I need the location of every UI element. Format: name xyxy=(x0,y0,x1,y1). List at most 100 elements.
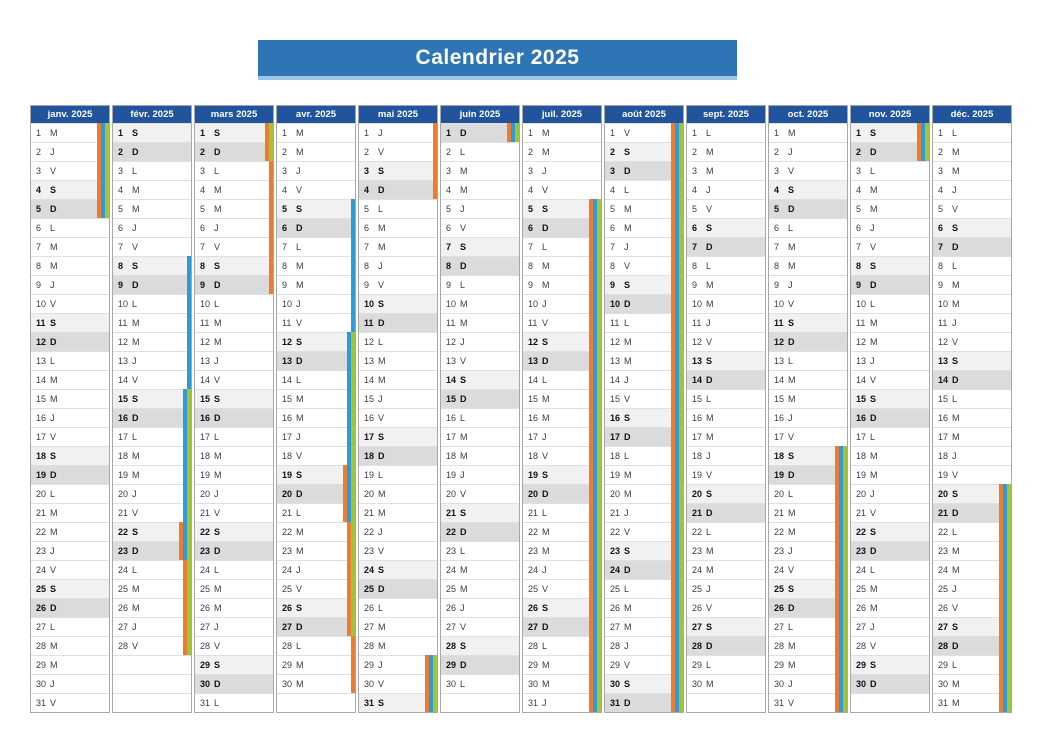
month-header: nov. 2025 xyxy=(851,106,929,123)
day-number: 10 xyxy=(200,299,211,309)
day-cell: 28 M xyxy=(31,636,109,655)
day-letter: S xyxy=(132,128,139,138)
day-number: 25 xyxy=(692,584,703,594)
day-number: 4 xyxy=(446,185,452,195)
vacation-stripes xyxy=(589,199,601,218)
day-number: 17 xyxy=(36,432,47,442)
vacation-stripes xyxy=(671,560,683,579)
day-number: 4 xyxy=(118,185,124,195)
day-letter: V xyxy=(50,299,57,309)
day-letter: S xyxy=(378,698,385,708)
day-letter: D xyxy=(624,698,631,708)
day-number: 12 xyxy=(528,337,539,347)
day-cell: 31 V xyxy=(769,693,847,712)
day-number: 26 xyxy=(118,603,129,613)
vacation-stripe-zone-b xyxy=(351,237,355,256)
vacation-stripe-zone-a xyxy=(835,655,839,674)
day-letter: L xyxy=(132,432,138,442)
day-letter: M xyxy=(460,299,468,309)
vacation-stripe-zone-a xyxy=(589,484,593,503)
vacation-stripe-zone-c xyxy=(679,199,683,218)
vacation-stripe-zone-c xyxy=(597,484,601,503)
day-cell: 25 M xyxy=(441,579,519,598)
day-number: 5 xyxy=(118,204,124,214)
vacation-stripe-zone-b xyxy=(347,446,351,465)
day-cell: 19 S xyxy=(523,465,601,484)
vacation-stripes xyxy=(671,313,683,332)
day-cell: 20 J xyxy=(851,484,929,503)
day-cell: 29 M xyxy=(277,655,355,674)
day-letter: D xyxy=(542,223,549,233)
day-number: 18 xyxy=(282,451,293,461)
day-letter: M xyxy=(870,204,878,214)
day-number: 14 xyxy=(692,375,703,385)
vacation-stripe-zone-a xyxy=(999,484,1003,503)
day-letter: M xyxy=(50,508,58,518)
day-cell: 20 L xyxy=(31,484,109,503)
day-number: 7 xyxy=(528,242,534,252)
day-number: 20 xyxy=(36,489,47,499)
day-cell: 31 L xyxy=(195,693,273,712)
vacation-stripes xyxy=(269,275,273,294)
day-number: 4 xyxy=(282,185,288,195)
vacation-stripe-zone-b xyxy=(1003,674,1007,693)
vacation-stripe-zone-b xyxy=(351,294,355,313)
empty-cell xyxy=(687,693,765,712)
vacation-stripe-zone-b xyxy=(183,446,187,465)
day-number: 22 xyxy=(364,527,375,537)
day-number: 17 xyxy=(364,432,375,442)
vacation-stripes xyxy=(269,199,273,218)
vacation-stripe-zone-b xyxy=(351,313,355,332)
day-number: 17 xyxy=(528,432,539,442)
day-cell: 27 M xyxy=(605,617,683,636)
day-cell: 19 M xyxy=(605,465,683,484)
day-letter: V xyxy=(132,375,139,385)
day-cell: 29 S xyxy=(851,655,929,674)
day-number: 21 xyxy=(610,508,621,518)
day-number: 22 xyxy=(446,527,457,537)
vacation-stripe-zone-c xyxy=(679,503,683,522)
vacation-stripes xyxy=(671,123,683,142)
day-number: 23 xyxy=(938,546,949,556)
day-letter: M xyxy=(706,679,714,689)
day-letter: V xyxy=(870,641,877,651)
day-cell: 18 S xyxy=(31,446,109,465)
day-letter: M xyxy=(706,280,714,290)
month-header: août 2025 xyxy=(605,106,683,123)
vacation-stripe-zone-c xyxy=(843,636,847,655)
day-letter: D xyxy=(706,242,713,252)
vacation-stripes xyxy=(589,332,601,351)
day-letter: J xyxy=(788,147,793,157)
vacation-stripes xyxy=(999,693,1011,712)
day-letter: M xyxy=(788,660,796,670)
day-number: 19 xyxy=(446,470,457,480)
day-number: 14 xyxy=(282,375,293,385)
vacation-stripe-zone-a xyxy=(671,256,675,275)
day-letter: J xyxy=(542,166,547,176)
day-cell: 30 D xyxy=(851,674,929,693)
day-cell: 21 V xyxy=(113,503,191,522)
day-letter: D xyxy=(132,147,139,157)
day-number: 17 xyxy=(118,432,129,442)
day-letter: M xyxy=(952,280,960,290)
vacation-stripe-zone-c xyxy=(843,598,847,617)
vacation-stripes xyxy=(589,598,601,617)
day-cell: 28 V xyxy=(851,636,929,655)
vacation-stripe-zone-c xyxy=(351,427,355,446)
day-letter: L xyxy=(214,166,220,176)
vacation-stripe-zone-b xyxy=(675,446,679,465)
day-letter: V xyxy=(296,451,303,461)
month-column: mars 2025 1 S 2 D 3 L 4 M 5 M 6 J 7 V 8 S 9 D 10 L 11 M 12 M 13 J 1… xyxy=(194,105,274,713)
vacation-stripes xyxy=(589,503,601,522)
vacation-stripe-zone-c xyxy=(105,123,109,142)
vacation-stripes xyxy=(351,199,355,218)
